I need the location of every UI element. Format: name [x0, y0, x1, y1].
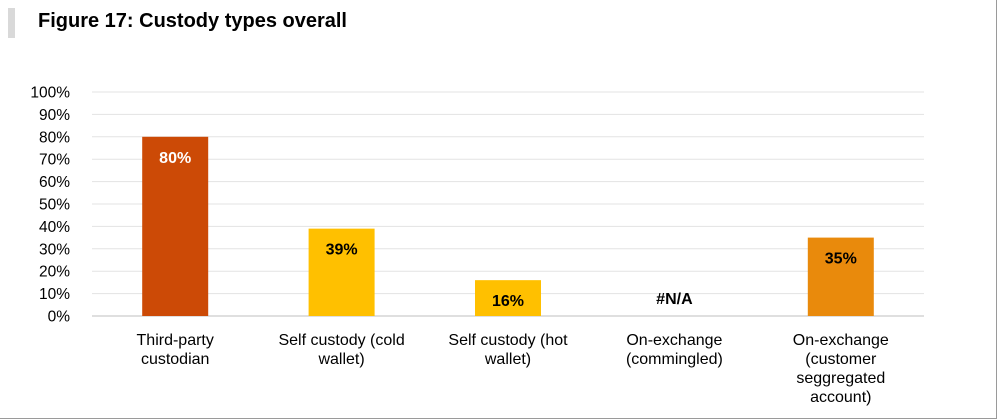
category-label: Third-party custodian [137, 332, 214, 368]
title-accent-bar [8, 8, 15, 38]
y-tick-label: 30% [39, 241, 70, 258]
y-tick-label: 80% [39, 129, 70, 146]
y-tick-label: 40% [39, 219, 70, 236]
y-tick-label: 10% [39, 286, 70, 303]
y-tick-label: 0% [48, 309, 71, 326]
y-tick-label: 100% [30, 85, 70, 102]
data-label: #N/A [656, 291, 693, 308]
y-tick-label: 70% [39, 152, 70, 169]
bar [475, 280, 541, 316]
y-tick-label: 20% [39, 264, 70, 281]
data-label: 35% [825, 251, 857, 268]
data-label: 80% [159, 150, 191, 167]
category-label: On-exchange (customer seggregated account) [793, 332, 889, 406]
data-label: 39% [326, 242, 358, 259]
data-label: 16% [492, 293, 524, 310]
category-label: Self custody (cold wallet) [278, 332, 404, 368]
bar [807, 237, 874, 316]
figure-title: Figure 17: Custody types overall [38, 10, 347, 32]
y-tick-label: 60% [39, 174, 70, 191]
y-tick-label: 50% [39, 197, 70, 214]
category-label: On-exchange (commingled) [626, 332, 723, 368]
y-tick-label: 90% [39, 107, 70, 124]
bar [142, 136, 209, 316]
category-label: Self custody (hot wallet) [448, 332, 568, 368]
bar [308, 228, 375, 316]
